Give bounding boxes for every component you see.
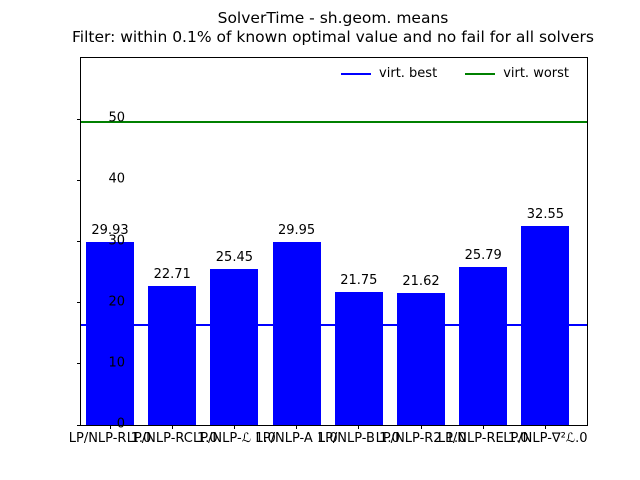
x-axis-tick [544, 425, 546, 429]
legend-item: virt. best [341, 66, 437, 81]
x-axis-tick [109, 425, 111, 429]
bar-value-label: 25.79 [464, 248, 502, 264]
x-axis-tick [358, 425, 360, 429]
chart-title: SolverTime - sh.geom. means [217, 9, 449, 27]
bar [86, 241, 134, 425]
x-axis-tick [420, 425, 422, 429]
bar [397, 292, 445, 425]
x-axis-tick [233, 425, 235, 429]
bar-value-label: 21.62 [402, 273, 440, 289]
y-axis-tick [77, 179, 81, 181]
legend-line-icon [465, 72, 496, 75]
virt-best-line [81, 324, 587, 327]
legend-label: virt. worst [503, 66, 569, 81]
y-tick-label: 20 [108, 294, 125, 310]
x-tick-label: LP/NLP-R 1.0 [68, 431, 152, 446]
bar-value-label: 29.95 [277, 222, 316, 238]
y-tick-label: 40 [108, 171, 125, 187]
x-tick-label: LP/NLP-RC 1.0 [126, 431, 218, 446]
x-tick-label: LP/NLP-ℒ 1.0 [192, 431, 276, 446]
legend-item: virt. worst [465, 66, 569, 81]
bar-value-label: 21.75 [340, 272, 378, 288]
bar-value-label: 25.45 [215, 250, 253, 266]
y-tick-label: 30 [108, 233, 125, 248]
x-tick-label: LP/NLP-R2 1.0 [375, 431, 467, 446]
chart-subtitle: Filter: within 0.1% of known optimal val… [71, 28, 594, 46]
y-tick-label: 0 [116, 416, 125, 432]
legend: virt. best virt. worst [341, 66, 569, 81]
legend-label: virt. best [379, 66, 438, 81]
bar-value-label: 22.71 [153, 267, 191, 283]
x-axis-tick [171, 425, 173, 429]
y-axis-tick [77, 363, 81, 365]
y-axis-tick [77, 424, 81, 426]
chart-title-block: SolverTime - sh.geom. means Filter: with… [26, 9, 640, 47]
plot-area: virt. best virt. worst 29.93 LP/NLP-R 1.0 2… [69, 57, 588, 446]
y-tick-label: 10 [108, 355, 125, 371]
bar [459, 267, 508, 425]
x-axis-tick [482, 425, 484, 429]
x-tick-label: LP/NLP-A 1.0 [255, 431, 338, 446]
bar-value-label: 29.93 [91, 222, 129, 238]
y-axis-tick [77, 118, 81, 120]
legend-line-icon [341, 72, 372, 75]
x-tick-label: LP/NLP-∇²ℒ.0 [503, 431, 588, 446]
bar [272, 241, 321, 425]
bar [210, 269, 259, 425]
x-axis-tick [296, 425, 298, 429]
bar-value-label: 32.55 [526, 206, 564, 222]
x-tick-label: LP/NLP-B 1.0 [317, 431, 400, 446]
bar [334, 291, 383, 425]
y-axis-tick [77, 302, 81, 304]
virt-worst-line [81, 120, 587, 123]
x-tick-label: LP/NLP-RE 1.0 [437, 431, 529, 446]
y-tick-label: 50 [108, 110, 125, 126]
bar [148, 286, 197, 425]
y-axis-tick [77, 241, 81, 242]
